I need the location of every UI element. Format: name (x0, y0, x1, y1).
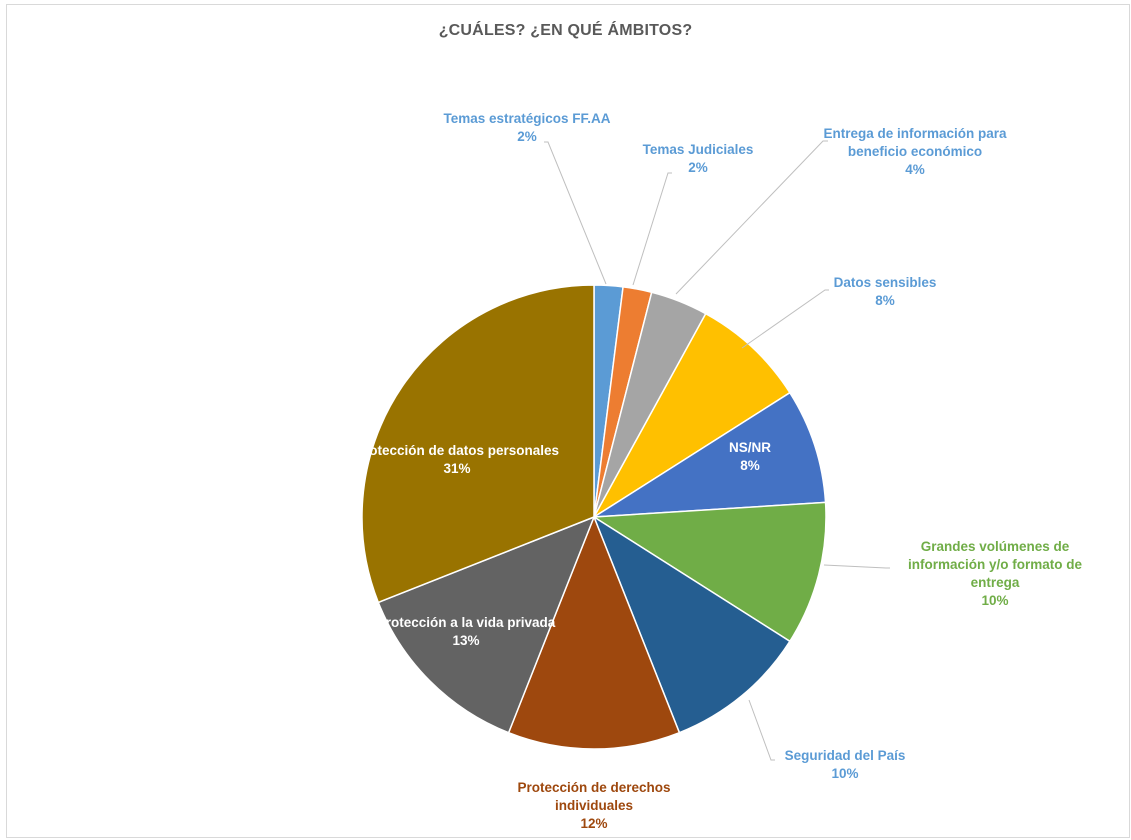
data-label-category: NS/NR (729, 440, 771, 455)
data-label-category: Datos sensibles (834, 275, 937, 290)
data-label-category: individuales (555, 798, 633, 813)
data-label-percent: 12% (580, 816, 607, 831)
pie-slice-seguridad-del-pais (592, 515, 791, 734)
data-label-percent: 13% (452, 633, 479, 648)
data-label-temas-estrategicos-ff-aa: Temas estratégicos FF.AA 2% (443, 111, 610, 144)
leader-line-datos-sensibles (741, 289, 829, 349)
pie-slice-proteccion-a-la-vida-privada (377, 515, 596, 734)
data-label-category: beneficio económico (848, 144, 982, 159)
pie-slice-proteccion-de-datos-personales (361, 284, 595, 604)
data-label-category: Temas estratégicos FF.AA (443, 111, 610, 126)
data-label-percent: 4% (905, 162, 925, 177)
data-label-category: Protección a la vida privada (377, 615, 556, 630)
data-label-temas-judiciales: Temas Judiciales 2% (643, 142, 754, 175)
data-label-datos-sensibles: Datos sensibles 8% (834, 275, 937, 308)
pie-slice-ns-nr (593, 391, 827, 518)
data-label-percent: 2% (688, 160, 708, 175)
pie-slice-proteccion-de-derechos-individuales (507, 514, 681, 750)
pie-slice-grandes-volumenes-de-informacion-y-o-formato-de-entrega (591, 501, 827, 643)
pie-slice-datos-sensibles (593, 312, 791, 518)
data-label-percent: 10% (981, 593, 1008, 608)
data-label-category: Grandes volúmenes de (921, 539, 1070, 554)
data-label-percent: 10% (831, 766, 858, 781)
data-label-category: Protección de derechos (517, 780, 670, 795)
data-label-proteccion-de-derechos-individuales: Protección de derechos individuales 12% (517, 780, 670, 831)
data-label-percent: 2% (517, 129, 537, 144)
data-label-category: Entrega de información para (823, 126, 1007, 141)
chart-title: ¿CUÁLES? ¿EN QUÉ ÁMBITOS? (438, 22, 693, 39)
data-label-percent: 8% (740, 458, 760, 473)
data-label-category: entrega (971, 575, 1020, 590)
data-label-category: Seguridad del País (785, 748, 906, 763)
data-label-proteccion-de-datos-personales: Protección de datos personales 31% (355, 443, 559, 476)
data-label-category: Protección de datos personales (355, 443, 559, 458)
leader-line-grandes-volumenes-de-informacion-y-o-formato-de-entrega (823, 564, 890, 569)
leader-line-seguridad-del-pais (748, 699, 775, 761)
leader-line-temas-estrategicos-ff-aa (544, 141, 607, 285)
data-label-ns-nr: NS/NR 8% (729, 440, 771, 473)
data-label-percent: 8% (875, 293, 895, 308)
data-label-entrega-de-informacion-para-beneficio-economico: Entrega de información para beneficio eco… (823, 126, 1007, 177)
leader-line-temas-judiciales (632, 172, 672, 286)
data-label-category: Temas Judiciales (643, 142, 754, 157)
data-label-grandes-volumenes-de-informacion-y-o-formato-de-entrega: Grandes volúmenes de información y/o form… (908, 539, 1083, 608)
data-label-seguridad-del-pais: Seguridad del País 10% (785, 748, 906, 781)
data-label-percent: 31% (443, 461, 470, 476)
data-label-category: información y/o formato de (908, 557, 1083, 572)
leader-line-entrega-de-informacion-para-beneficio-economico (675, 140, 828, 295)
data-label-proteccion-a-la-vida-privada: Protección a la vida privada 13% (377, 615, 556, 648)
